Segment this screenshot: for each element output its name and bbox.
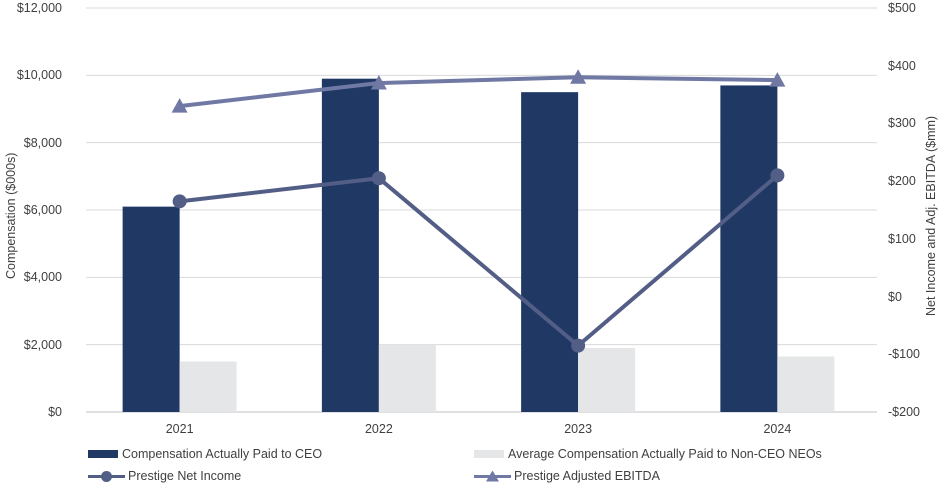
circle-marker-2021 [172,194,187,209]
right-axis-tick-label: $300 [888,116,916,131]
triangle-marker-2021 [171,98,188,113]
circle-marker-2022 [371,171,386,186]
legend-label-ceo-cap: Compensation Actually Paid to CEO [122,447,323,461]
left-axis-tick-label: $12,000 [16,1,62,15]
line-triangle [179,75,778,109]
triangle-marker-2024 [769,72,786,87]
right-axis-tick-label: $500 [888,1,916,15]
circle-marker-icon [101,470,112,482]
x-axis-label: 2024 [763,422,792,436]
right-axis-tick-label: $200 [888,174,916,189]
left-axis-tick-label: $0 [48,405,62,419]
legend-item-neo-cap: Average Compensation Actually Paid to No… [474,447,822,461]
bar-neo-cap-2024 [777,356,835,412]
circle-marker-2023 [571,338,586,353]
bar-ceo-cap-2023 [521,92,579,413]
left-axis-tick-label: $2,000 [23,337,62,352]
legend-item-adjusted-ebitda: Prestige Adjusted EBITDA [474,469,822,483]
right-axis-tick-label: $0 [888,289,902,304]
bar-ceo-cap-2022 [321,78,379,412]
x-axis-label: 2022 [364,422,393,436]
line-circle [179,173,779,349]
left-axis-tick-label: $4,000 [23,270,62,285]
right-axis-tick-label: -$100 [888,347,920,362]
bar-ceo-cap-2024 [720,85,778,412]
bar-neo-cap-2023 [578,348,636,412]
circle-marker-2024 [770,168,785,183]
legend-item-net-income: Prestige Net Income [88,469,474,483]
left-axis-tick-label: $8,000 [23,135,62,150]
left-axis-tick-label: $10,000 [16,68,62,83]
adjusted-ebitda-line-swatch-icon [474,470,511,483]
triangle-marker-2023 [570,69,587,84]
legend-item-ceo-cap: Compensation Actually Paid to CEO [88,447,474,461]
x-axis-label: 2023 [564,422,593,436]
bar-neo-cap-2022 [378,344,436,412]
net-income-line-swatch-icon [88,470,125,483]
right-axis-tick-label: $100 [888,231,916,246]
triangle-marker-2022 [370,75,387,90]
ceo-cap-bar-swatch-icon [88,450,118,458]
legend-label-neo-cap: Average Compensation Actually Paid to No… [508,447,822,461]
triangle-marker-icon [486,470,499,482]
legend: Compensation Actually Paid to CEO Averag… [88,447,822,483]
legend-label-net-income: Prestige Net Income [128,469,242,483]
x-axis-label: 2021 [165,422,194,436]
left-axis-tick-label: $6,000 [23,203,62,217]
neo-cap-bar-swatch-icon [474,450,504,458]
right-axis-tick-label: $400 [888,58,916,73]
bar-ceo-cap-2021 [122,206,180,412]
legend-label-adjusted-ebitda: Prestige Adjusted EBITDA [514,469,660,483]
bar-neo-cap-2021 [179,361,237,412]
right-axis-tick-label: -$200 [888,405,920,419]
